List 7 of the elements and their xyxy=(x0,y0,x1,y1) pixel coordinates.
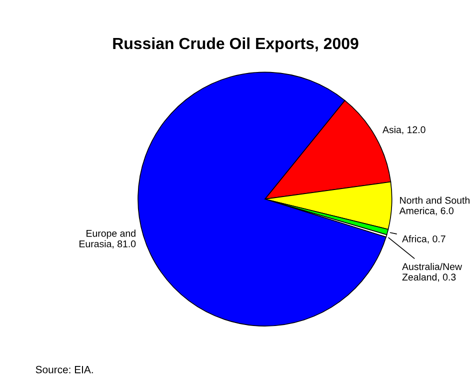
chart-title: Russian Crude Oil Exports, 2009 xyxy=(113,37,358,52)
source-note: Source: EIA. xyxy=(36,366,93,374)
slice-label: Asia, 12.0 xyxy=(382,126,426,134)
slice-label: Africa, 0.7 xyxy=(402,235,446,244)
slice-label: North and South America, 6.0 xyxy=(399,196,470,216)
slice-label: Europe and Eurasia, 81.0 xyxy=(80,230,136,248)
slice-label: Australia/New Zealand, 0.3 xyxy=(402,262,462,282)
